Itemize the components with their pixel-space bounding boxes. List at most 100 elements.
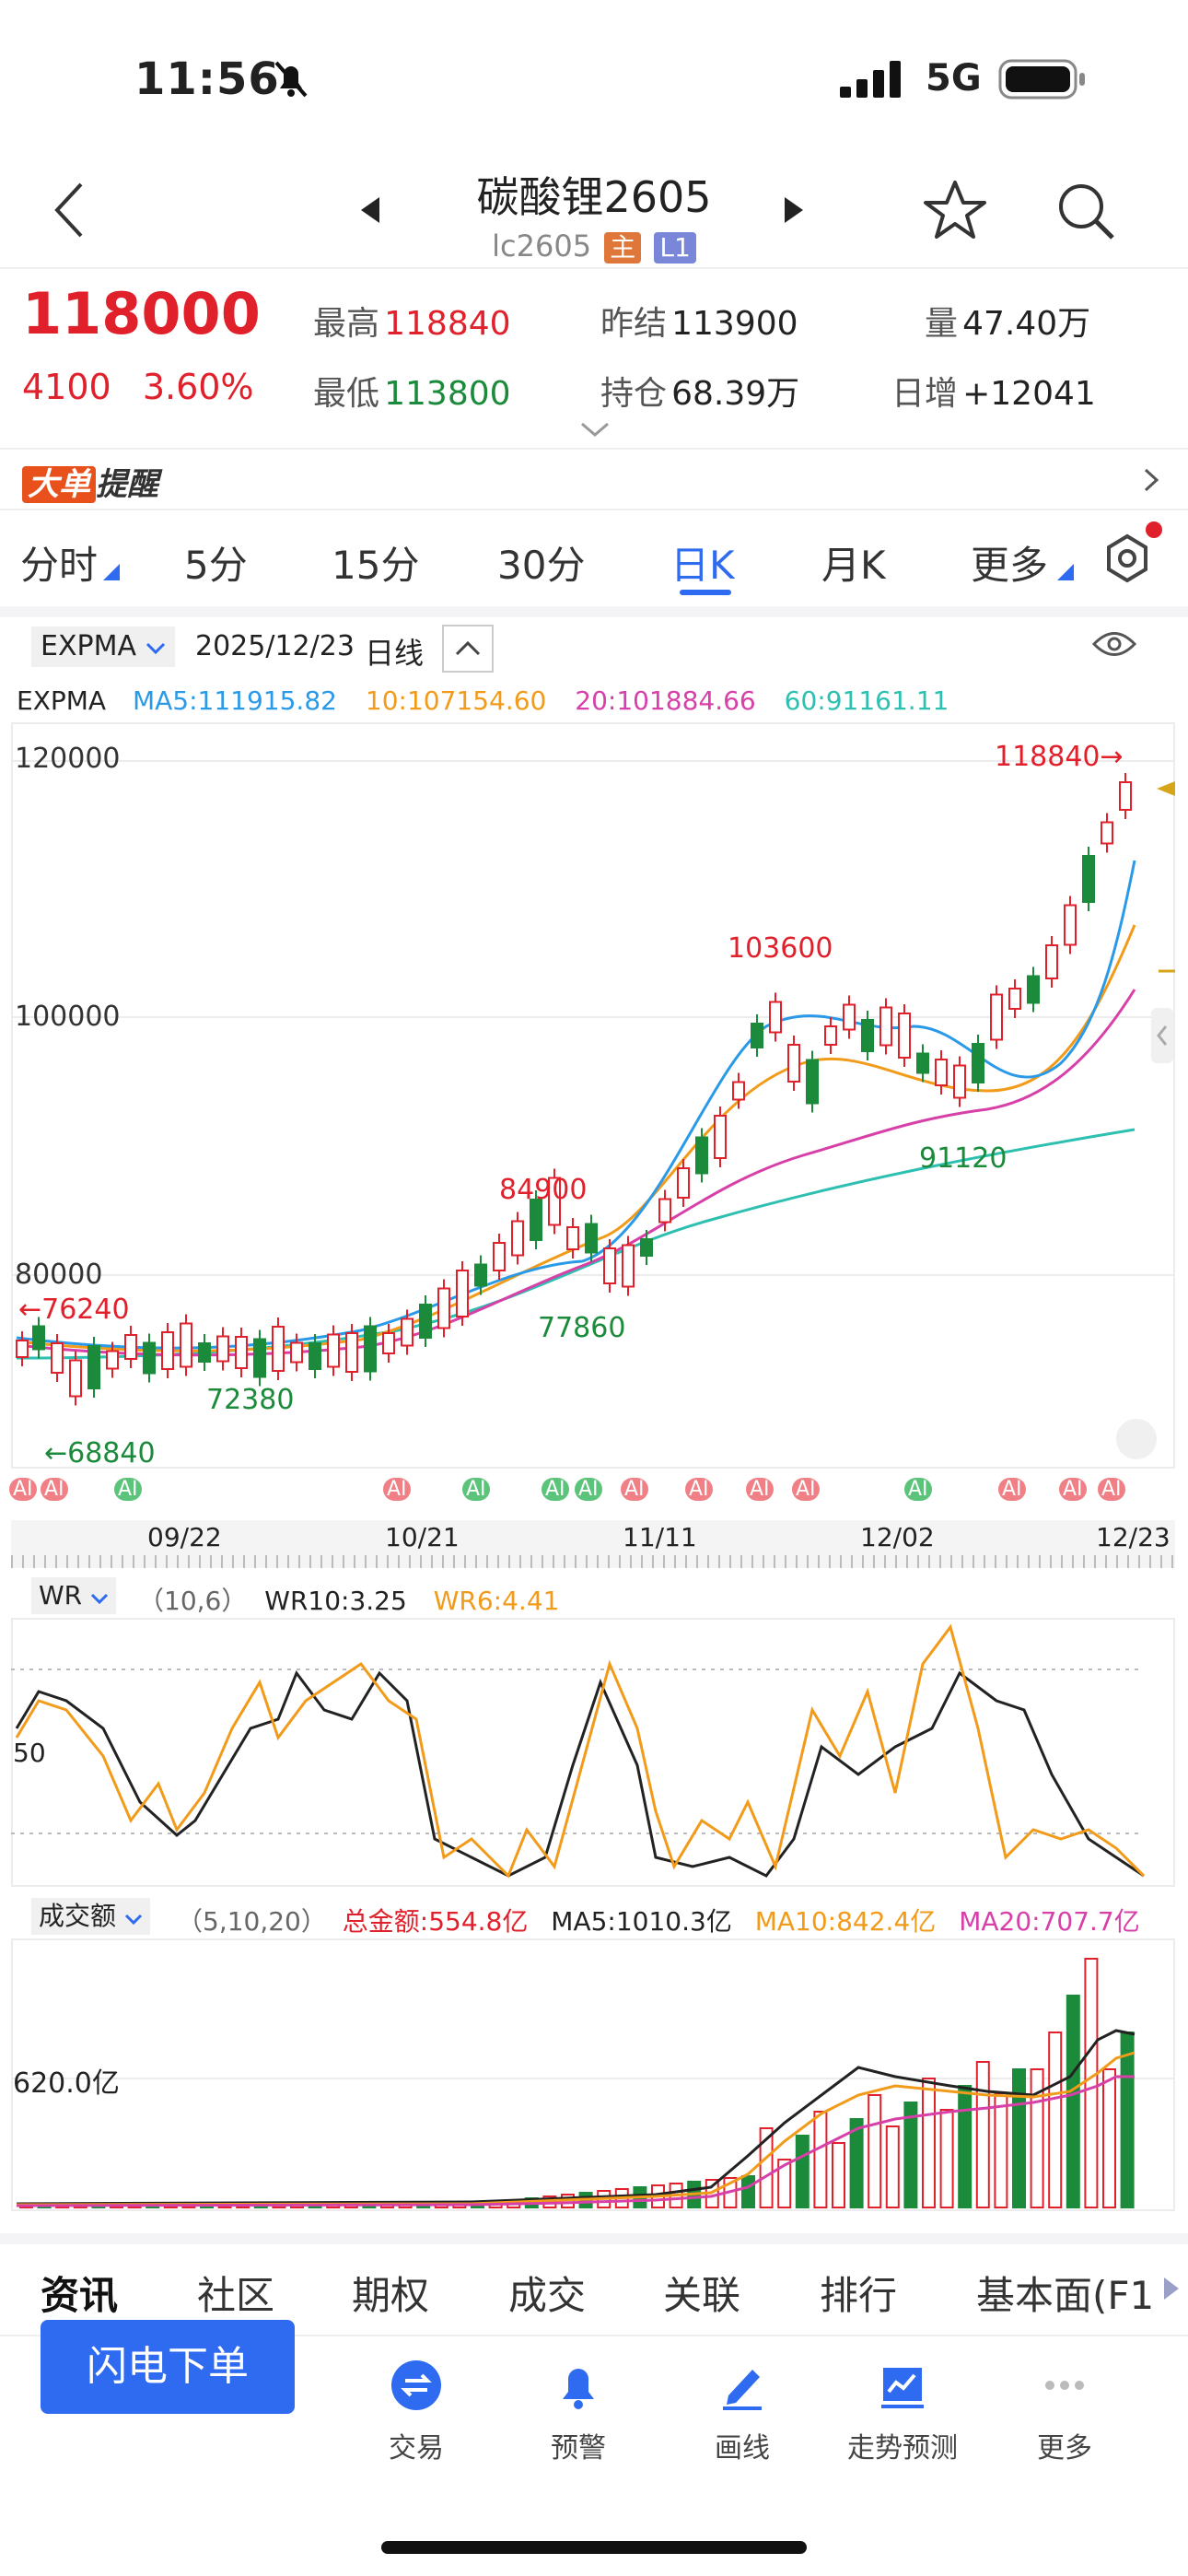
candle-body	[253, 1338, 266, 1378]
volume-bar	[795, 2135, 809, 2208]
date-axis	[11, 1520, 1175, 1568]
star-icon[interactable]	[923, 179, 987, 245]
annotation-high: 118840→	[995, 741, 1124, 773]
candle-body	[87, 1345, 100, 1389]
volume-bar	[1120, 2032, 1135, 2208]
ai-badge[interactable]: AI	[1098, 1478, 1125, 1501]
candle-body	[695, 1136, 708, 1175]
tab-options[interactable]: 期权	[352, 2273, 430, 2318]
volume-indicator-name: 成交额	[39, 1901, 117, 1931]
ai-badge[interactable]: AI	[792, 1478, 820, 1501]
expma-legend: EXPMA MA5:111915.82 10:107154.60 20:1018…	[17, 685, 949, 716]
expand-quote-icon[interactable]	[580, 422, 610, 442]
period-minute-dropdown-icon[interactable]	[103, 564, 120, 584]
period-tab-5min[interactable]: 5分	[184, 543, 248, 588]
candle-body	[437, 1287, 450, 1329]
date-label-0922: 09/22	[147, 1522, 222, 1552]
prev-contract-icon[interactable]	[361, 197, 381, 227]
nav-trend-forecast[interactable]: 走势预测	[838, 2359, 967, 2465]
ai-badge[interactable]: AI	[383, 1478, 411, 1501]
back-icon[interactable]	[52, 181, 88, 243]
tab-news[interactable]: 资讯	[41, 2273, 119, 2318]
ai-badge[interactable]: AI	[998, 1478, 1026, 1501]
tab-scroll-right-icon[interactable]	[1162, 2276, 1181, 2305]
search-icon[interactable]	[1055, 181, 1116, 245]
ai-badge[interactable]: AI	[685, 1478, 713, 1501]
big-order-banner[interactable]: 大单 提醒	[22, 459, 158, 503]
ai-badge[interactable]: AI	[575, 1478, 602, 1501]
annotation-peak-1: 103600	[728, 932, 833, 965]
remind-text: 提醒	[96, 466, 158, 503]
candle-body	[474, 1263, 487, 1287]
period-tab-day-k[interactable]: 日K	[670, 543, 735, 588]
tab-trades[interactable]: 成交	[508, 2273, 587, 2318]
period-tab-15min[interactable]: 15分	[332, 543, 420, 588]
candle-body	[309, 1342, 321, 1370]
volume-bar	[868, 2094, 882, 2208]
wr-selector[interactable]: WR	[31, 1577, 117, 1614]
tab-community[interactable]: 社区	[197, 2273, 275, 2318]
ai-badge[interactable]: AI	[114, 1478, 142, 1501]
volume-bar	[1012, 2068, 1026, 2208]
tab-related[interactable]: 关联	[663, 2273, 741, 2318]
chevron-right-icon[interactable]	[1142, 466, 1160, 498]
period-more-dropdown-icon[interactable]	[1057, 564, 1074, 584]
candle-body	[751, 1023, 763, 1048]
low-stat: 最低 113800	[313, 367, 511, 415]
wr-chart[interactable]	[11, 1618, 1175, 1887]
period-tab-more[interactable]: 更多	[971, 543, 1049, 588]
nav-more[interactable]: 更多	[1000, 2359, 1129, 2465]
candle-body	[916, 1052, 929, 1074]
candle-body	[272, 1326, 285, 1372]
book-chart-icon	[838, 2359, 967, 2416]
ai-badge[interactable]: AI	[542, 1478, 569, 1501]
period-tab-month-k[interactable]: 月K	[821, 543, 886, 588]
wr-name: WR	[39, 1580, 83, 1610]
volume-bar	[813, 2111, 828, 2208]
settings-icon[interactable]	[1101, 533, 1153, 588]
candle-body	[898, 1013, 911, 1059]
candle-body	[548, 1177, 561, 1226]
indicator-name: EXPMA	[41, 630, 137, 662]
volume-chart[interactable]	[11, 1938, 1175, 2211]
ai-badge[interactable]: AI	[904, 1478, 932, 1501]
nav-draw-label: 画线	[715, 2432, 770, 2465]
period-tab-30min[interactable]: 30分	[497, 543, 586, 588]
candle-body	[585, 1223, 598, 1254]
price-chart[interactable]	[11, 722, 1175, 1469]
candle-body	[990, 993, 1003, 1041]
nav-draw[interactable]: 画线	[678, 2359, 807, 2465]
eye-icon[interactable]	[1091, 628, 1137, 663]
last-price: 118000	[22, 280, 261, 347]
price-axis-120000: 120000	[15, 743, 121, 775]
nav-trade[interactable]: 交易	[352, 2359, 481, 2465]
volume-selector[interactable]: 成交额	[31, 1898, 150, 1935]
ai-badge[interactable]: AI	[746, 1478, 774, 1501]
date-label-1021: 10/21	[385, 1522, 460, 1552]
chevron-down-icon	[124, 1901, 143, 1931]
tab-fundamentals[interactable]: 基本面(F1	[976, 2273, 1155, 2318]
candle-body	[806, 1059, 819, 1105]
candle-body	[640, 1238, 653, 1257]
candle-body	[677, 1167, 690, 1199]
next-contract-icon[interactable]	[783, 197, 803, 227]
main-tag: 主	[604, 232, 642, 263]
daily-increase-stat: 日增 +12041	[891, 367, 1096, 415]
ai-badge[interactable]: AI	[1059, 1478, 1087, 1501]
ai-badge[interactable]: AI	[621, 1478, 648, 1501]
indicator-selector[interactable]: EXPMA	[31, 626, 175, 667]
wr-legend: （10,6） WR10:3.25 WR6:4.41	[138, 1581, 559, 1618]
page-title: 碳酸锂2605	[476, 172, 712, 222]
candle-body	[879, 1006, 892, 1047]
battery-icon	[998, 59, 1087, 103]
period-tab-minute[interactable]: 分时	[20, 543, 99, 588]
ai-badge[interactable]: AI	[41, 1478, 68, 1501]
flash-order-button[interactable]: 闪电下单	[41, 2320, 295, 2414]
volume-bar	[903, 2102, 918, 2208]
collapse-button[interactable]	[442, 625, 494, 673]
ai-badge[interactable]: AI	[462, 1478, 490, 1501]
ai-badge[interactable]: AI	[9, 1478, 37, 1501]
nav-alert[interactable]: 预警	[514, 2359, 643, 2465]
tab-ranking[interactable]: 排行	[820, 2273, 898, 2318]
candle-body	[658, 1198, 671, 1224]
